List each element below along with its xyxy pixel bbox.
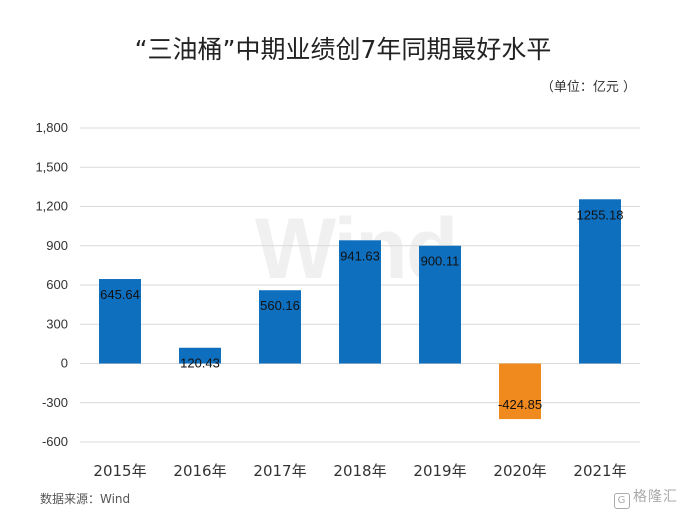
data-label: 900.11: [421, 254, 460, 269]
brand-text: 格隆汇: [633, 489, 678, 505]
y-tick-label: 900: [46, 238, 68, 253]
bar-2016年: [179, 347, 221, 364]
brand-logo: G 格隆汇: [614, 486, 678, 509]
data-label: 1255.18: [577, 207, 624, 222]
bar-2018年: [339, 240, 381, 364]
x-tick-label: 2015年: [93, 462, 146, 480]
bar-2017年: [259, 290, 301, 364]
y-tick-label: 1,500: [35, 159, 68, 174]
x-tick-label: 2021年: [573, 462, 626, 480]
data-label: 941.63: [340, 248, 380, 263]
x-tick-label: 2018年: [333, 462, 386, 480]
x-tick-label: 2017年: [253, 462, 306, 480]
unit-label: （单位：亿元 ）: [540, 80, 636, 95]
y-tick-label: 1,800: [35, 120, 68, 135]
y-tick-label: 1,200: [35, 199, 68, 214]
data-label: -424.85: [498, 397, 542, 412]
bars: [99, 199, 621, 420]
y-tick-label: -300: [42, 395, 68, 410]
data-label: 645.64: [100, 287, 140, 302]
y-tick-label: 0: [61, 356, 68, 371]
brand-icon: G: [614, 493, 630, 509]
x-tick-label: 2016年: [173, 462, 226, 480]
bar-2021年: [579, 199, 621, 364]
bar-2020年: [499, 363, 541, 420]
x-tick-label: 2019年: [413, 462, 466, 480]
chart-title: “三油桶”中期业绩创7年同期最好水平: [134, 35, 552, 64]
y-tick-label: 300: [46, 316, 68, 331]
bar-2015年: [99, 279, 141, 364]
data-label: 120.43: [180, 356, 220, 371]
y-tick-label: 600: [46, 277, 68, 292]
bar-2019年: [419, 245, 461, 364]
y-tick-label: -600: [42, 434, 68, 449]
source-note: 数据来源：Wind: [40, 492, 131, 506]
x-axis-ticks: 2015年 2016年 2017年 2018年 2019年 2020年 2021年: [93, 462, 626, 480]
data-labels: 645.64 120.43 560.16 941.63 900.11 -424.85 125…: [100, 207, 623, 412]
y-axis-ticks: 1,800 1,500 1,200 900 600 300 0 -300 -600: [35, 120, 68, 449]
data-label: 560.16: [260, 298, 300, 313]
x-tick-label: 2020年: [493, 462, 546, 480]
